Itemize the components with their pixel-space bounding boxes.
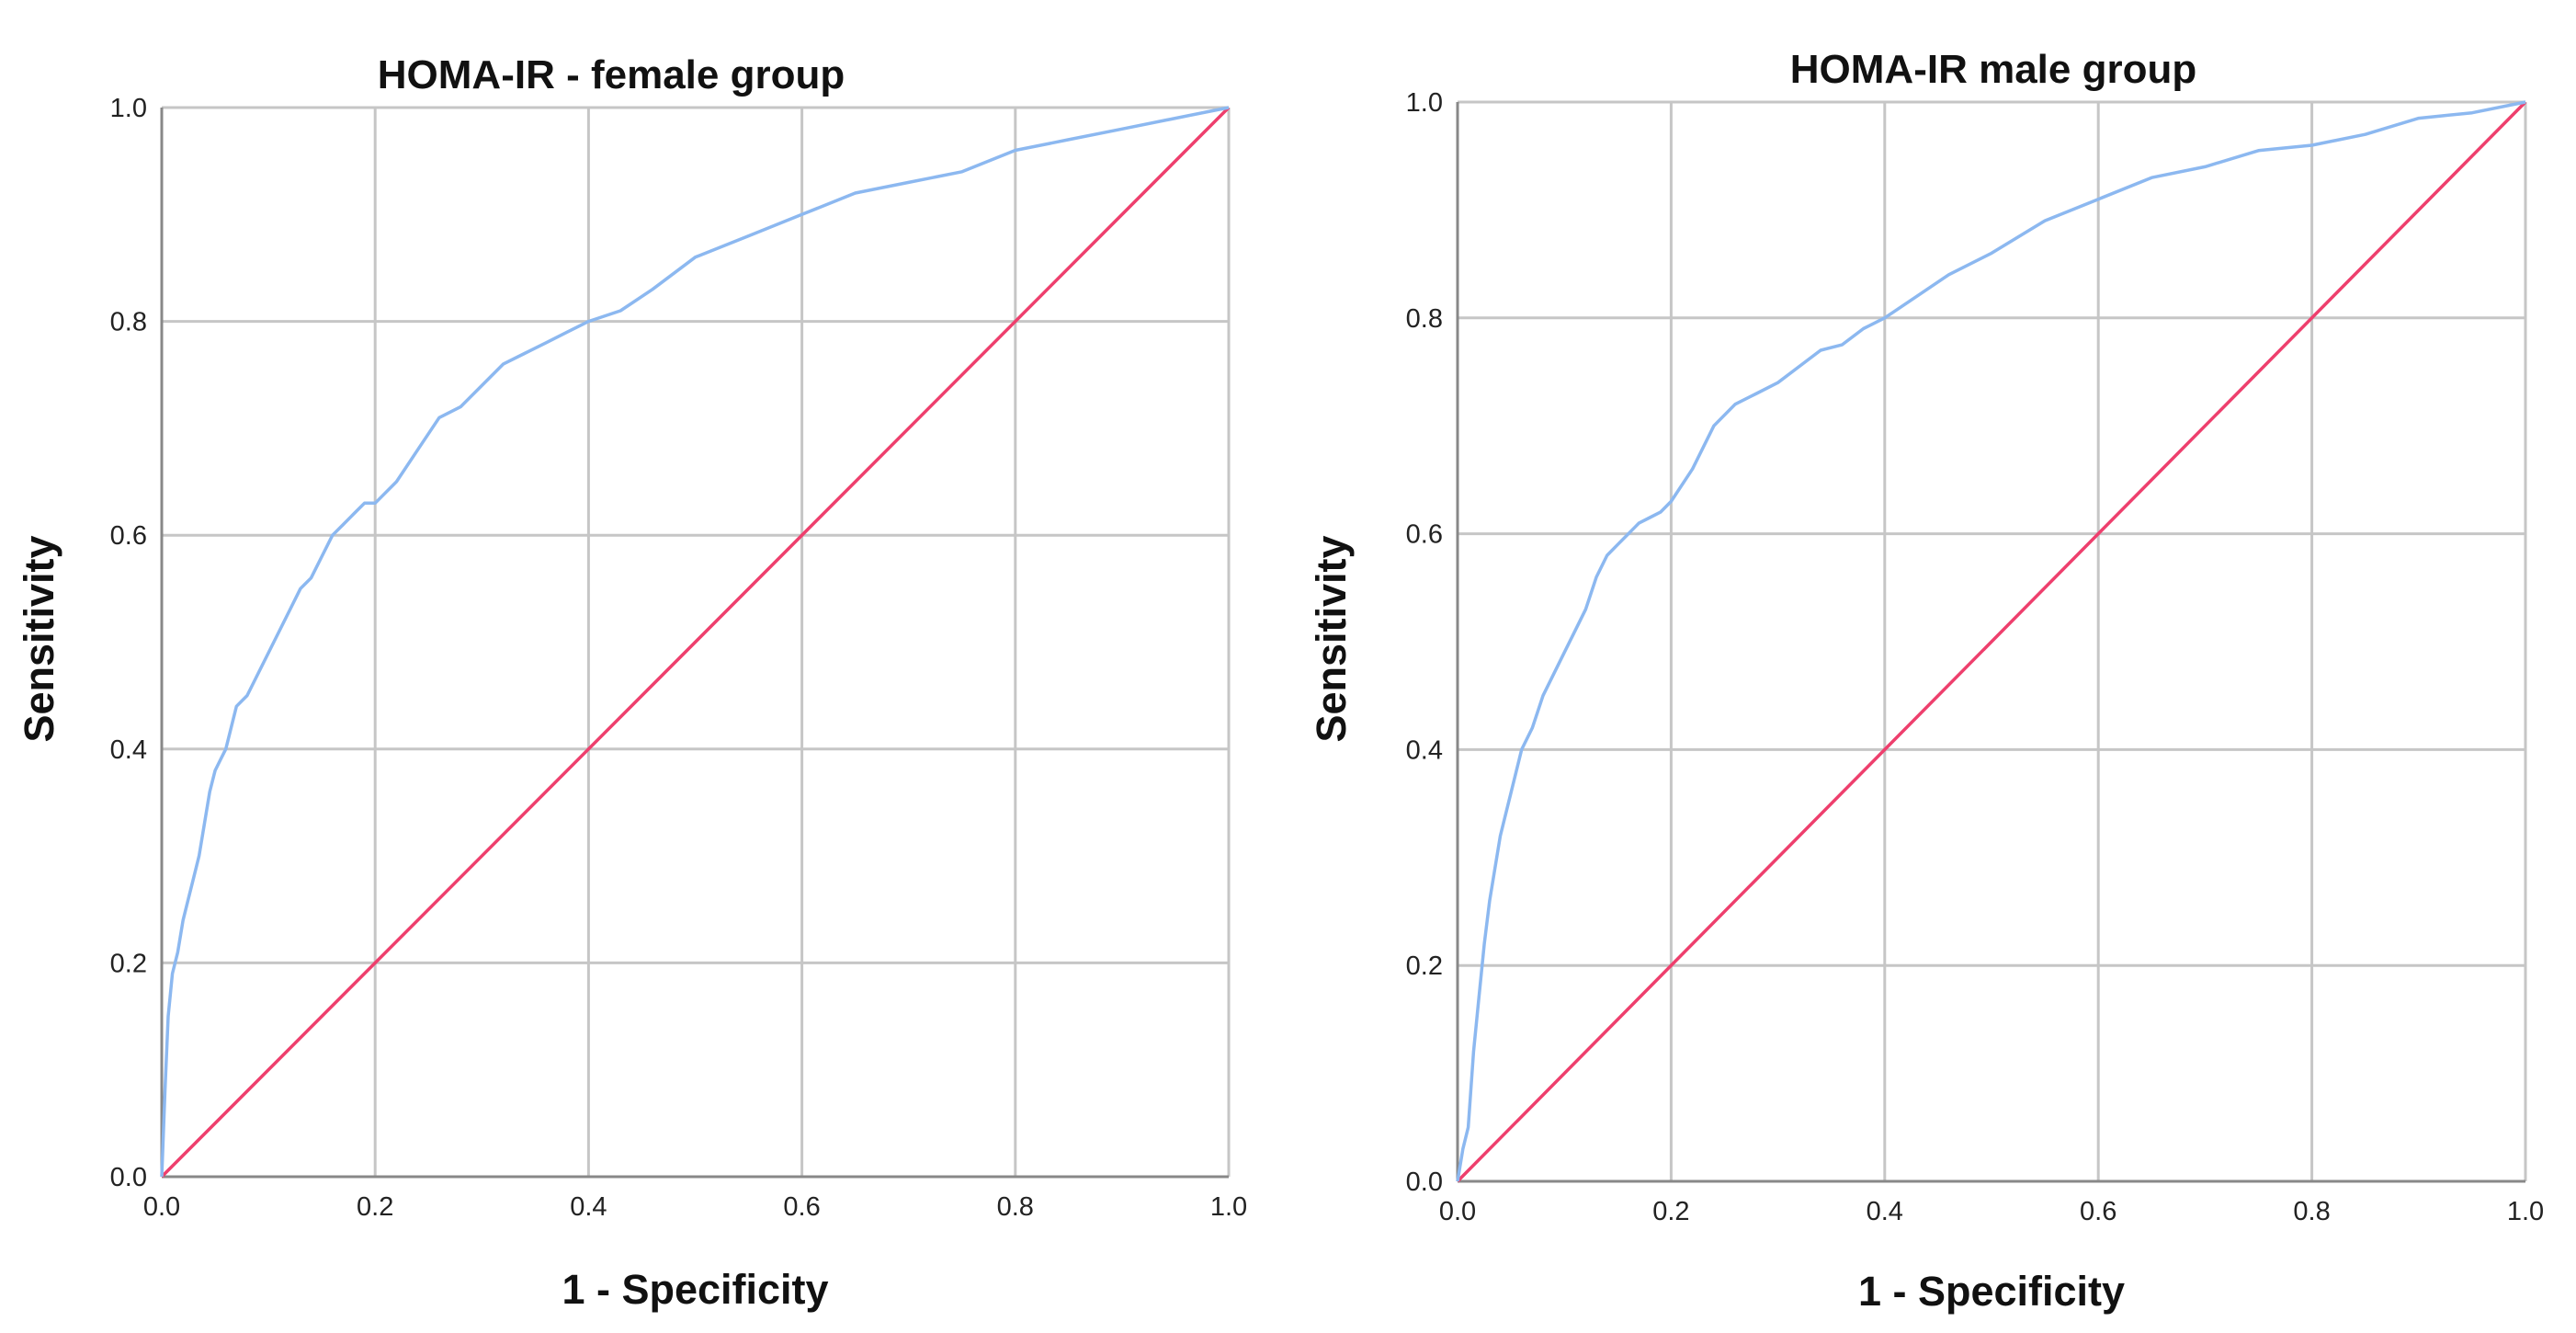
female-roc-curve <box>160 106 1230 1178</box>
female-y-tick-label: 0.4 <box>110 735 147 765</box>
male-roc-curve <box>1456 100 2526 1182</box>
male-reference-line <box>1456 100 2527 1183</box>
female-x-tick-label: 0.8 <box>997 1192 1034 1222</box>
male-x-axis-title: 1 - Specificity <box>1858 1268 2125 1315</box>
chart-female: 0.0 0.2 0.4 0.6 0.8 1.0 0.0 0.2 0.4 0.6 0.8 1.0 HOMA… <box>16 52 1247 1313</box>
chart-male: 0.0 0.2 0.4 0.6 0.8 1.0 0.0 0.2 0.4 0.6 0.8 1.0 HOMA… <box>1308 47 2544 1315</box>
female-y-axis-title: Sensitivity <box>16 535 62 742</box>
female-x-axis-title: 1 - Specificity <box>562 1266 828 1313</box>
male-y-tick-label: 0.8 <box>1406 304 1443 334</box>
male-y-tick-label: 0.2 <box>1406 951 1443 981</box>
male-y-tick-label: 0.6 <box>1406 520 1443 550</box>
male-y-tick-label: 1.0 <box>1406 88 1443 118</box>
male-y-tick-label: 0.4 <box>1406 735 1443 765</box>
male-chart-title: HOMA-IR male group <box>1790 47 2196 92</box>
female-y-tick-label: 0.0 <box>110 1163 147 1192</box>
female-x-tick-label: 1.0 <box>1210 1192 1247 1222</box>
male-x-tick-label: 0.8 <box>2293 1197 2330 1226</box>
female-y-tick-label: 0.6 <box>110 521 147 551</box>
male-x-tick-label: 0.6 <box>2080 1197 2116 1226</box>
male-x-tick-label: 0.2 <box>1652 1197 1689 1226</box>
female-x-tick-label: 0.4 <box>570 1192 607 1222</box>
female-x-tick-label: 0.2 <box>357 1192 393 1222</box>
female-y-tick-label: 1.0 <box>110 94 147 123</box>
male-x-tick-label: 0.0 <box>1439 1197 1476 1226</box>
female-reference-line <box>160 106 1231 1179</box>
female-y-tick-label: 0.2 <box>110 949 147 978</box>
female-y-tick-label: 0.8 <box>110 308 147 337</box>
female-chart-title: HOMA-IR - female group <box>378 52 845 97</box>
male-y-tick-label: 0.0 <box>1406 1168 1443 1197</box>
male-x-tick-label: 0.4 <box>1867 1197 1903 1226</box>
male-y-axis-title: Sensitivity <box>1308 535 1355 742</box>
female-x-tick-label: 0.6 <box>783 1192 820 1222</box>
female-x-tick-label: 0.0 <box>143 1192 180 1222</box>
male-x-tick-label: 1.0 <box>2507 1197 2544 1226</box>
